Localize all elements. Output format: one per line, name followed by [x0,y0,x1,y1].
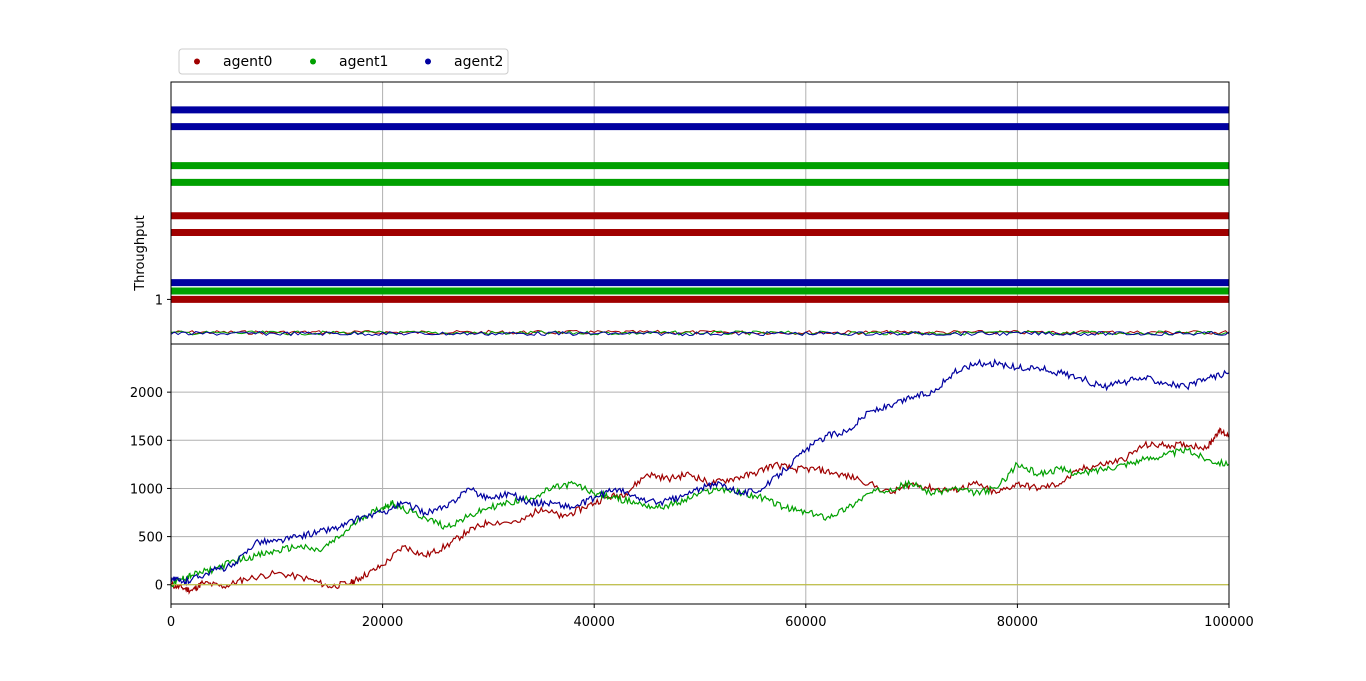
bottom-plot-area [171,344,1229,604]
legend: agent0 agent1 agent2 [178,48,509,75]
series-line-agent0 [170,427,1230,595]
noise-line-agent2 [170,330,1230,337]
x-tick-label: 40000 [574,615,615,630]
legend-marker-agent1 [310,58,316,65]
legend-label-agent0: agent0 [223,54,272,70]
legend-box [178,48,509,75]
y-tick-label: 500 [138,531,163,546]
y-tick-label: 0 [155,579,163,594]
noise-line-agent0 [170,329,1230,336]
x-tick-label: 80000 [997,615,1038,630]
y-tick-label: 1500 [130,434,163,449]
y-tick-label: 2000 [130,386,163,401]
legend-label-agent1: agent1 [339,54,388,70]
x-tick-label: 100000 [1204,615,1254,630]
series-line-agent1 [170,446,1230,588]
throughput-panel: 1 Throughput [133,81,1230,345]
series-line-agent2 [170,358,1230,587]
legend-marker-agent0 [194,58,200,65]
y-tick-label: 1000 [130,482,163,497]
bottom-plot-frame [170,343,1230,605]
x-tick-label: 60000 [785,615,826,630]
top-y-tick-label: 1 [155,293,163,308]
x-tick-label: 0 [167,615,175,630]
x-tick-label: 20000 [362,615,403,630]
legend-label-agent2: agent2 [454,54,503,70]
cumulative-panel: 0 20000 40000 60000 80000 100000 0 500 1000 1500 2… [130,343,1254,630]
y-axis-label: Throughput [133,215,148,292]
legend-marker-agent2 [425,58,431,65]
